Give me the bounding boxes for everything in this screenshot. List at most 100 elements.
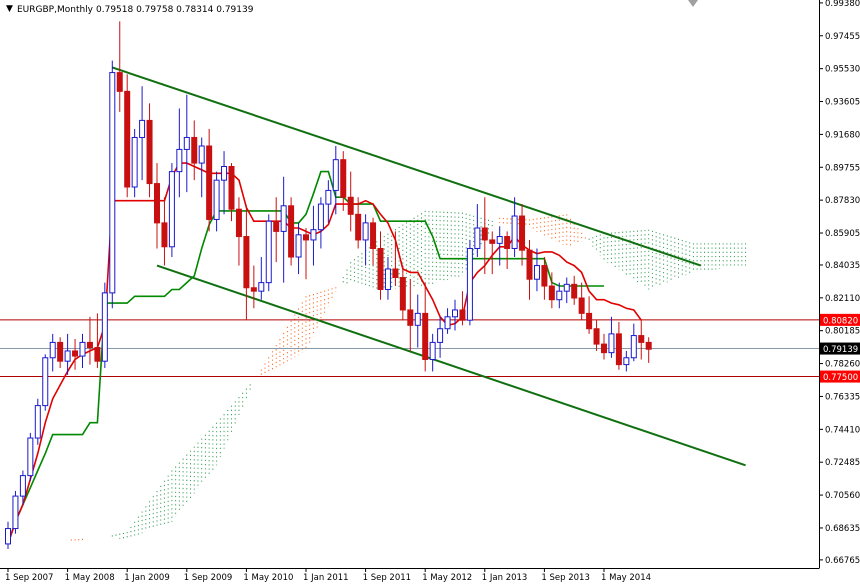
price-badge-bg [820,342,860,355]
candle-body [638,335,645,343]
candle [548,272,555,309]
time-tick-label: 1 Jan 2009 [124,573,170,583]
candle-body [355,213,362,241]
candle [273,197,280,263]
candle-body [504,236,511,249]
candle-body [72,350,79,357]
time-axis: 1 Sep 2007 1 May 2008 1 Jan 2009 1 Sep 2009… [5,568,651,583]
candle-body [176,148,183,173]
candle-body [154,183,160,224]
candle-body [533,265,540,280]
candle-body [526,249,533,280]
candle [504,231,511,269]
time-tick-label: 1 Jan 2011 [303,573,349,583]
chart-title: EURGBP,Monthly [17,5,94,15]
candle-body [481,227,488,241]
ohlc-readout: 0.79518 0.79758 0.78314 0.79139 [96,5,254,15]
price-tick-label: 0.82110 [825,294,860,304]
candle-body [250,287,257,292]
candle-body [161,222,168,248]
candle [578,282,585,321]
price-tick-label: 0.68635 [825,524,860,534]
price-tick-label: 0.85905 [825,229,860,239]
candle [213,171,220,232]
candle-body [325,189,332,205]
candle-body [198,145,205,164]
candle-body [116,72,123,92]
candle [27,432,34,481]
candle-body [586,312,593,330]
candle-body [64,350,71,362]
candle [347,171,354,232]
candle-body [235,208,242,238]
candle [161,197,168,266]
shift-triangle-icon[interactable] [688,0,698,7]
candle [414,294,421,348]
candle [541,257,548,300]
time-tick-label: 1 Sep 2011 [363,573,411,583]
price-badge-label: 0.77500 [823,373,858,383]
candle [533,248,540,292]
candle [623,350,630,372]
candle-body [377,247,384,290]
candle-body [317,203,324,231]
candle [407,279,414,351]
candle [168,163,175,258]
candle [258,257,265,300]
candle [228,163,235,222]
candle [332,146,339,215]
candle-body [228,166,235,210]
price-badge-bg [820,313,860,326]
candle [131,128,138,198]
price-tick-label: 0.80185 [825,327,860,337]
time-tick-label: 1 May 2010 [243,573,293,583]
candle [519,204,526,266]
candle [34,398,41,445]
candle-body [511,215,518,249]
time-tick-label: 1 Sep 2009 [184,573,232,583]
candle [511,197,518,258]
candle-body [124,90,131,188]
candle-body [168,171,175,248]
candle-body [601,343,607,354]
chart-shift-marker[interactable] [688,0,698,7]
price-tick-label: 0.72485 [825,458,860,468]
candle-body [12,495,19,530]
candle-body [131,136,138,188]
candle [459,291,466,326]
candle-body [183,136,190,150]
candle-body [645,341,652,350]
candle-body [630,335,637,359]
price-tick-label: 0.95530 [825,65,860,75]
candle [109,60,116,309]
candle-body [258,282,265,292]
candle-body [310,229,317,241]
candle [474,204,481,258]
candle-body [332,159,339,191]
price-badge-label: 0.80820 [823,316,858,326]
price-badge: 0.79139 [820,342,860,355]
candle-body [407,309,414,326]
candle [384,257,391,300]
candle-body [221,166,228,181]
candle [295,222,302,275]
candle [191,120,198,181]
candle [176,108,183,198]
price-badges: 0.80820 0.79139 0.77500 [820,313,860,383]
candle-body [79,341,86,357]
candle [452,299,458,331]
candle-body [101,292,108,362]
candle [19,470,26,505]
candle [325,180,332,223]
candle-body [19,475,26,497]
time-tick-label: 1 May 2008 [65,573,115,583]
horizontal-levels [0,319,819,378]
candle [586,296,593,334]
trendline [111,66,702,267]
candle-body [42,357,49,407]
time-tick-label: 1 Sep 2013 [541,573,589,583]
candle-body [452,309,458,318]
price-badge: 0.77500 [820,370,860,383]
candle [526,239,533,300]
